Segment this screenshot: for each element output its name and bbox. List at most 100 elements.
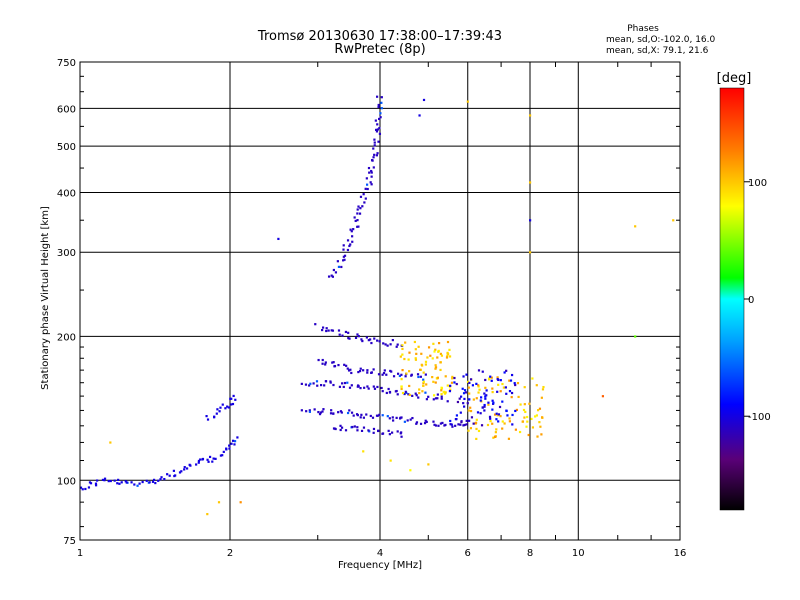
data-point <box>349 228 352 231</box>
data-point <box>401 344 404 347</box>
data-point <box>434 367 437 370</box>
data-point <box>429 354 432 357</box>
data-point <box>401 347 404 351</box>
data-point <box>374 128 378 131</box>
data-point <box>503 422 506 425</box>
data-point <box>329 412 333 415</box>
data-point <box>540 433 543 436</box>
data-point <box>351 235 354 238</box>
data-point <box>437 350 440 353</box>
data-point <box>300 382 303 385</box>
data-point <box>540 416 544 419</box>
data-point <box>440 393 443 396</box>
data-point <box>492 402 495 405</box>
data-point <box>475 382 478 385</box>
data-point <box>470 416 474 419</box>
data-point <box>375 154 378 157</box>
data-point <box>433 394 436 397</box>
data-point <box>157 479 160 482</box>
data-point <box>401 353 404 356</box>
data-point <box>314 323 317 326</box>
data-point <box>494 431 497 434</box>
data-point <box>506 414 509 417</box>
data-point <box>321 326 325 329</box>
data-point <box>360 429 364 432</box>
data-point <box>468 392 471 395</box>
data-point <box>325 329 328 333</box>
data-point <box>308 409 311 412</box>
data-point <box>497 378 500 382</box>
data-point <box>387 429 390 432</box>
data-point <box>427 346 431 349</box>
data-point <box>440 395 443 398</box>
data-point <box>505 409 508 413</box>
data-point <box>322 408 325 411</box>
data-point <box>462 392 466 395</box>
data-point <box>350 411 354 414</box>
data-point <box>483 392 486 395</box>
data-point <box>380 96 383 99</box>
data-point <box>343 381 347 385</box>
data-point <box>321 410 324 413</box>
data-point <box>201 457 205 461</box>
data-point <box>421 364 424 367</box>
data-point <box>388 390 392 394</box>
data-point <box>367 429 370 432</box>
data-point <box>354 219 357 223</box>
data-point <box>424 360 428 363</box>
data-point <box>233 440 237 443</box>
data-point <box>364 197 367 200</box>
data-point <box>480 396 483 399</box>
data-point <box>439 352 443 356</box>
data-point <box>373 387 377 390</box>
data-point <box>396 343 399 346</box>
chart-points <box>80 95 675 516</box>
data-point <box>359 367 362 370</box>
data-point <box>415 421 419 424</box>
data-point <box>418 114 421 117</box>
data-point <box>366 369 369 372</box>
data-point <box>363 201 366 204</box>
data-point <box>363 386 366 389</box>
data-point <box>331 329 335 332</box>
data-point <box>349 368 352 371</box>
data-point <box>431 376 434 379</box>
data-point <box>408 370 411 373</box>
data-point <box>338 333 341 336</box>
data-point <box>391 431 394 434</box>
data-point <box>373 144 376 147</box>
data-point <box>332 412 335 415</box>
data-point <box>356 429 359 432</box>
data-point <box>422 381 425 385</box>
data-point <box>496 414 499 417</box>
data-point <box>130 481 133 484</box>
data-point <box>436 397 439 400</box>
data-point <box>415 394 418 397</box>
data-point <box>503 371 506 374</box>
data-point <box>353 216 356 219</box>
data-point <box>451 377 454 380</box>
data-point <box>230 397 233 400</box>
data-point <box>384 343 387 346</box>
data-point <box>350 230 353 233</box>
data-point <box>379 116 382 119</box>
data-point <box>339 410 342 413</box>
x-tick-label: 6 <box>465 548 471 559</box>
data-point <box>343 254 347 257</box>
data-point <box>421 390 424 393</box>
data-point <box>411 394 414 397</box>
data-point <box>461 387 464 390</box>
data-point <box>205 415 208 418</box>
data-point <box>400 431 403 434</box>
data-point <box>109 479 112 483</box>
data-point <box>454 424 457 427</box>
data-point <box>396 393 399 396</box>
data-point <box>349 243 352 246</box>
data-point <box>492 436 495 439</box>
data-point <box>521 420 525 423</box>
data-point <box>513 382 516 385</box>
data-point <box>195 463 198 466</box>
data-point <box>319 411 323 414</box>
data-point <box>472 422 475 425</box>
data-point <box>488 415 492 418</box>
